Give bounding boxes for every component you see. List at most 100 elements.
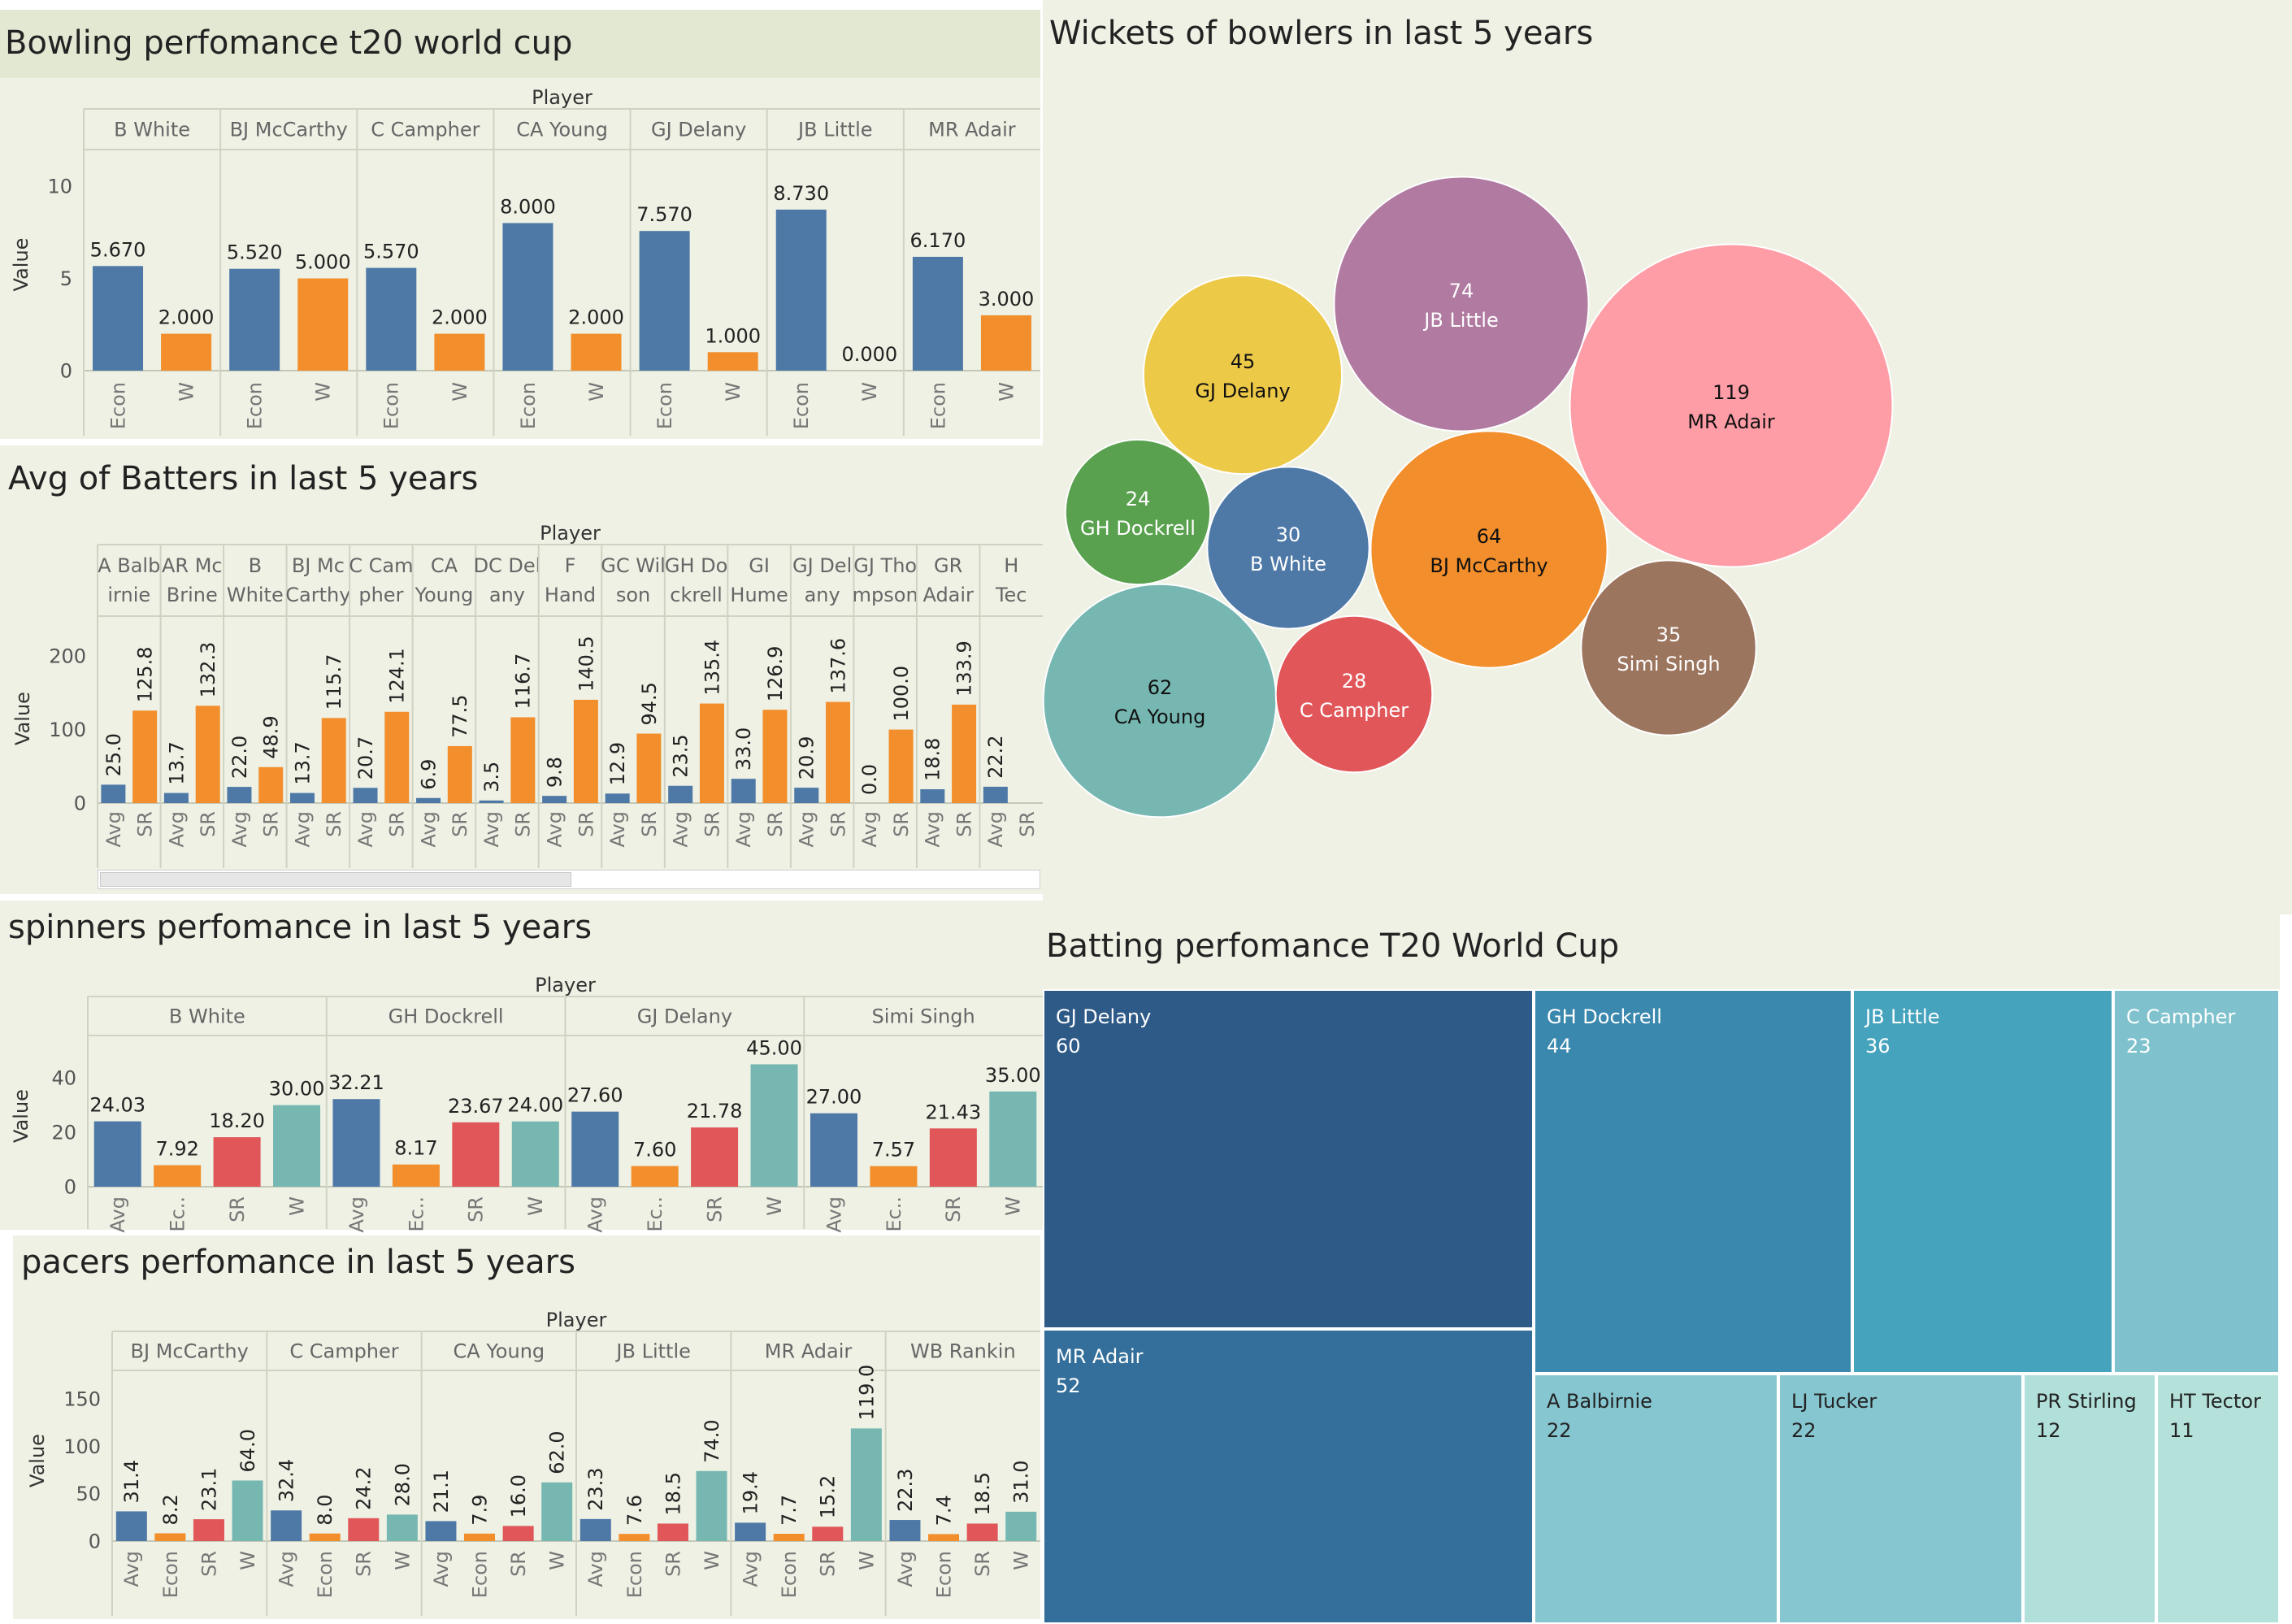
- category-label: F Hand: [545, 554, 596, 606]
- measure-label: Econ: [623, 1551, 646, 1598]
- category-label: MR Adair: [928, 118, 1016, 141]
- bar: [980, 315, 1031, 371]
- horizontal-scrollbar[interactable]: [98, 870, 1040, 889]
- treemap-value: 22: [1547, 1419, 1572, 1442]
- value-label: 7.9: [468, 1495, 491, 1526]
- value-label: 7.7: [778, 1495, 801, 1526]
- wickets-title: Wickets of bowlers in last 5 years: [1049, 15, 1594, 52]
- measure-label: Econ: [159, 1551, 182, 1598]
- measure-label: Econ: [468, 1551, 491, 1598]
- measure-label: Econ: [927, 382, 949, 429]
- measure-label: Avg: [165, 811, 188, 847]
- measure-label: Ec..: [644, 1196, 666, 1232]
- bar: [850, 1428, 882, 1541]
- measure-label: W: [585, 382, 608, 402]
- bar: [639, 231, 690, 371]
- bubble-name: CA Young: [1114, 706, 1206, 728]
- treemap-name: LJ Tucker: [1791, 1390, 1877, 1413]
- bar: [353, 788, 378, 803]
- bar: [636, 733, 662, 803]
- bar: [541, 1482, 573, 1541]
- column-header: Player: [546, 1309, 607, 1331]
- value-label: 23.67: [448, 1095, 504, 1118]
- measure-label: Avg: [740, 1551, 762, 1587]
- treemap-cell: PR Stirling 12: [2023, 1374, 2156, 1624]
- bubble-name: Simi Singh: [1617, 653, 1720, 675]
- value-label: 28.0: [391, 1463, 414, 1506]
- value-label: 140.5: [575, 636, 597, 692]
- value-label: 13.7: [165, 741, 188, 784]
- bar: [273, 1105, 321, 1187]
- measure-label: SR: [662, 1551, 684, 1577]
- bar: [193, 1519, 224, 1541]
- category-label: GR Adair: [922, 554, 974, 606]
- measure-label: Econ: [380, 382, 403, 429]
- bubble-name: MR Adair: [1687, 410, 1775, 433]
- bar: [479, 800, 504, 803]
- category-label: A Balb irnie: [98, 554, 160, 606]
- measure-label: SR: [953, 811, 975, 837]
- treemap-name: GJ Delany: [1056, 1005, 1152, 1028]
- chart-group: Player Value 0 20 40 B White Avg 24.03 Ec.. 7.92 S…: [10, 974, 1043, 1232]
- treemap-label: HT Tector 11: [2169, 1387, 2261, 1445]
- measure-label: W: [237, 1551, 259, 1570]
- y-tick-label: 20: [51, 1121, 76, 1144]
- value-label: 64.0: [237, 1429, 259, 1472]
- title-band: [0, 10, 1040, 78]
- measure-label: Avg: [276, 1551, 298, 1587]
- bar: [154, 1533, 186, 1541]
- batters-avg-chart: Player Value 0 100 200 A Balb irnie Avg 25.0 SR 12…: [11, 522, 1043, 868]
- measure-label: SR: [449, 811, 471, 837]
- measure-label: SR: [134, 811, 157, 837]
- category-label: C Campher: [289, 1340, 398, 1362]
- bubble-value: 30: [1276, 523, 1301, 546]
- bar: [668, 785, 693, 803]
- bar: [511, 1121, 559, 1187]
- bubble-value: 119: [1712, 381, 1750, 404]
- category-label: MR Adair: [765, 1340, 853, 1362]
- value-label: 19.4: [740, 1471, 762, 1514]
- measure-label: SR: [764, 811, 787, 837]
- column-header: Player: [535, 974, 596, 997]
- category-label: B White: [227, 554, 284, 606]
- measure-label: SR: [827, 811, 849, 837]
- value-label: 137.6: [827, 638, 849, 694]
- value-label: 74.0: [701, 1419, 723, 1462]
- scrollbar-thumb[interactable]: [100, 872, 571, 887]
- bar: [452, 1122, 500, 1187]
- value-label: 24.2: [353, 1466, 375, 1509]
- measure-label: SR: [817, 1551, 840, 1577]
- measure-label: Avg: [430, 1551, 453, 1587]
- treemap-label: A Balbirnie 22: [1547, 1387, 1652, 1445]
- measure-label: Econ: [778, 1551, 801, 1598]
- bar: [434, 333, 485, 371]
- measure-label: SR: [386, 811, 409, 837]
- bar: [502, 223, 553, 371]
- bubble: 30 B White: [1206, 466, 1370, 630]
- bar: [735, 1522, 766, 1541]
- y-tick-label: 50: [76, 1483, 101, 1505]
- bar: [93, 1121, 141, 1187]
- bar: [289, 792, 315, 803]
- bar: [657, 1523, 688, 1541]
- column-header: Player: [540, 522, 601, 545]
- measure-label: W: [1010, 1551, 1033, 1570]
- value-label: 16.0: [507, 1474, 530, 1518]
- bar: [605, 793, 630, 803]
- value-label: 18.5: [662, 1472, 684, 1515]
- category-label: GC Wil son: [601, 554, 666, 606]
- spinners-panel: spinners perfomance in last 5 years Play…: [0, 901, 1043, 1232]
- bar: [812, 1526, 844, 1541]
- category-label: GJ Delany: [637, 1005, 732, 1027]
- measure-label: SR: [971, 1551, 994, 1577]
- treemap-name: GH Dockrell: [1547, 1005, 1662, 1028]
- wickets-panel: Wickets of bowlers in last 5 years 119 MR…: [1042, 0, 2292, 914]
- bubble-circle: [1580, 559, 1757, 736]
- value-label: 7.92: [155, 1137, 198, 1160]
- value-label: 7.6: [623, 1495, 646, 1526]
- value-label: 8.0: [314, 1495, 336, 1526]
- bar: [154, 1165, 202, 1187]
- value-label: 23.5: [670, 734, 692, 777]
